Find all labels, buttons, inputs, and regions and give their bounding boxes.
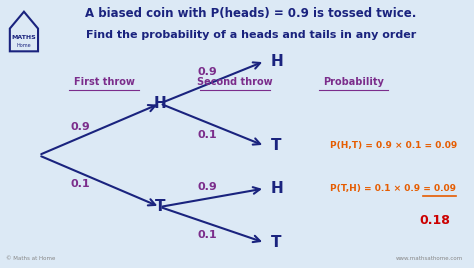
Text: First throw: First throw — [73, 77, 135, 87]
Text: P(H,T) = 0.9 × 0.1 = 0.09: P(H,T) = 0.9 × 0.1 = 0.09 — [329, 142, 457, 150]
Text: 0.1: 0.1 — [198, 130, 218, 140]
Text: MATHS: MATHS — [11, 35, 36, 40]
Text: Home: Home — [17, 43, 31, 48]
Text: © Maths at Home: © Maths at Home — [6, 256, 55, 261]
Text: T: T — [271, 139, 282, 154]
Text: H: H — [154, 96, 166, 111]
Text: Find the probability of a heads and tails in any order: Find the probability of a heads and tail… — [86, 29, 416, 40]
Text: 0.18: 0.18 — [419, 214, 451, 227]
Text: 0.1: 0.1 — [198, 230, 218, 240]
Text: www.mathsathome.com: www.mathsathome.com — [396, 256, 463, 261]
Text: 0.1: 0.1 — [71, 179, 91, 189]
Text: Second throw: Second throw — [197, 77, 273, 87]
Text: P(T,H) = 0.1 × 0.9 = 0.09: P(T,H) = 0.1 × 0.9 = 0.09 — [330, 184, 456, 193]
Text: 0.9: 0.9 — [198, 182, 218, 192]
Text: 0.9: 0.9 — [71, 122, 91, 132]
Text: H: H — [270, 181, 283, 196]
Text: H: H — [270, 54, 283, 69]
Text: T: T — [155, 199, 165, 214]
Text: A biased coin with P(heads) = 0.9 is tossed twice.: A biased coin with P(heads) = 0.9 is tos… — [85, 7, 417, 20]
Text: 0.9: 0.9 — [198, 67, 218, 77]
Text: T: T — [271, 235, 282, 250]
Text: Probability: Probability — [323, 77, 384, 87]
